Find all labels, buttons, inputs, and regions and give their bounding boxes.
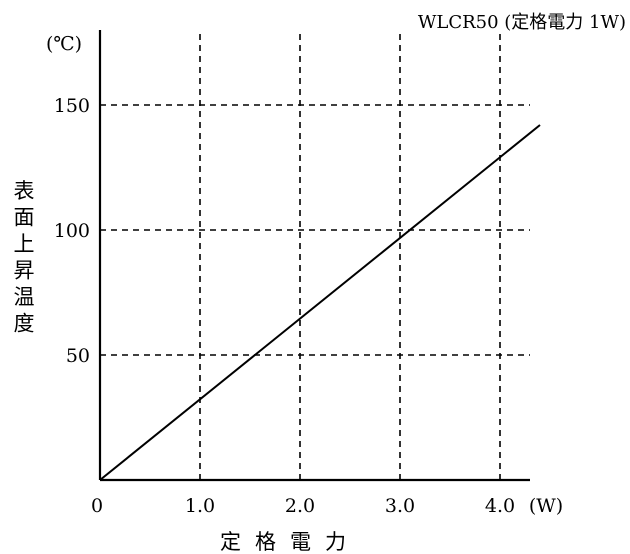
y-axis-label-char: 温: [14, 285, 35, 309]
y-axis-label-char: 昇: [14, 259, 35, 283]
x-tick-label: 2.0: [285, 495, 315, 517]
y-axis-label-char: 上: [14, 232, 35, 256]
x-axis-label: 定格電力: [220, 530, 360, 554]
x-tick-labels: 1.0 2.0 3.0 4.0: [185, 495, 515, 517]
y-tick-label: 150: [54, 95, 90, 117]
y-axis-label-char: 度: [14, 312, 35, 336]
y-axis-label-char: 面: [14, 206, 35, 230]
series-line: [99, 124, 541, 481]
x-origin-label: 0: [91, 495, 103, 517]
y-tick-label: 100: [54, 220, 90, 242]
grid: [100, 30, 530, 480]
y-axis-unit: (℃): [46, 33, 82, 55]
y-tick-labels: 150 100 50: [54, 95, 90, 367]
y-tick-label: 50: [66, 345, 90, 367]
y-axis-label-char: 表: [14, 179, 35, 203]
chart-title: WLCR50 (定格電力 1W): [418, 12, 626, 33]
x-tick-label: 1.0: [185, 495, 215, 517]
x-tick-label: 3.0: [385, 495, 415, 517]
x-tick-label: 4.0: [485, 495, 515, 517]
x-axis-unit: (W): [529, 495, 563, 517]
series-layer: [99, 124, 541, 481]
axes: [98, 30, 530, 482]
